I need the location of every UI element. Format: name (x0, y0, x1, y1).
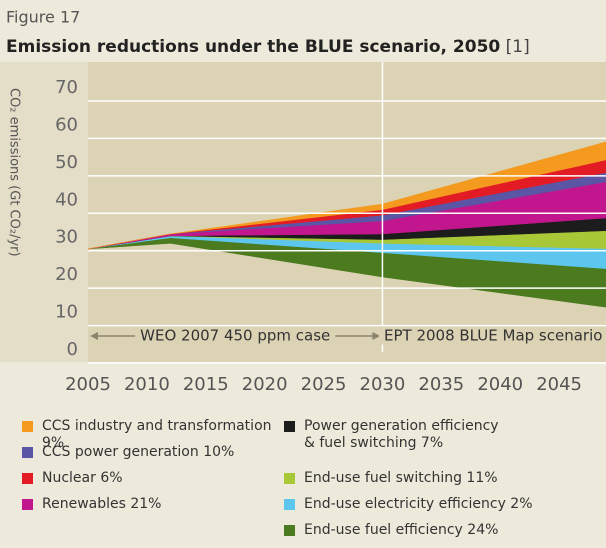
annotation: WEO 2007 450 ppm case (140, 327, 330, 345)
annotation-bg (378, 326, 606, 345)
legend-label: CCS power generation 10% (42, 444, 235, 460)
legend-swatch (22, 447, 33, 458)
arrowhead (90, 332, 98, 340)
figure-label: Figure 17 (6, 8, 80, 27)
legend-label: End-use fuel efficiency 24% (304, 522, 499, 538)
x-tick-label: 2015 (183, 374, 229, 395)
legend-swatch (284, 499, 295, 510)
chart: Figure 17 Emission reductions under the … (0, 8, 606, 395)
legend-item: Power generation efficiency & fuel switc… (284, 418, 584, 470)
legend-swatch (22, 499, 33, 510)
annotation: EPT 2008 BLUE Map scenario (384, 327, 602, 345)
legend-item: End-use fuel efficiency 24% (284, 522, 584, 548)
legend-item: End-use fuel switching 11% (284, 470, 584, 496)
legend-label: Renewables 21% (42, 496, 162, 512)
x-tick-label: 2020 (242, 374, 288, 395)
legend-swatch (22, 473, 33, 484)
legend-swatch (284, 473, 295, 484)
y-tick-label: 50 (55, 152, 78, 173)
arrowhead (372, 332, 381, 340)
legend-swatch (284, 421, 295, 432)
legend-item: CCS power generation 10% (22, 444, 284, 470)
y-tick-label: 60 (55, 114, 78, 135)
legend-item: Nuclear 6% (22, 470, 284, 496)
x-tick-label: 2025 (301, 374, 347, 395)
chart-title: Emission reductions under the BLUE scena… (6, 37, 530, 57)
legend-swatch (284, 525, 295, 536)
y-tick-label: 70 (55, 77, 78, 98)
y-tick-label: 0 (67, 339, 78, 360)
annotation-bg (135, 326, 336, 345)
y-axis-label: CO₂ emissions (Gt CO₂/yr) (7, 88, 22, 257)
x-tick-label: 2035 (418, 374, 464, 395)
y-tick-label: 10 (55, 302, 78, 323)
y-tick-label: 30 (55, 227, 78, 248)
x-tick-label: 2040 (477, 374, 523, 395)
legend-label: Nuclear 6% (42, 470, 123, 486)
area (88, 141, 606, 250)
title-note: [1] (506, 37, 530, 57)
x-tick-label: 2005 (65, 374, 111, 395)
y-tick-label: 20 (55, 264, 78, 285)
legend-label: CCS industry and transformation 9% (42, 418, 272, 451)
legend: End-use fuel efficiency 24% End-use elect… (22, 418, 606, 538)
y-tick-label: 40 (55, 189, 78, 210)
plot (88, 141, 606, 308)
legend-item: Renewables 21% (22, 496, 284, 522)
legend-item: CCS industry and transformation 9% (22, 418, 284, 451)
legend-label: Power generation efficiency & fuel switc… (304, 418, 499, 451)
legend-swatch (22, 421, 33, 432)
x-tick-label: 2010 (124, 374, 170, 395)
title-main: Emission reductions under the BLUE scena… (6, 37, 500, 57)
legend-item: End-use electricity efficiency 2% (284, 496, 584, 522)
x-tick-label: 2030 (360, 374, 406, 395)
legend-label: End-use electricity efficiency 2% (304, 496, 533, 512)
legend-label: End-use fuel switching 11% (304, 470, 498, 486)
x-tick-label: 2045 (536, 374, 582, 395)
